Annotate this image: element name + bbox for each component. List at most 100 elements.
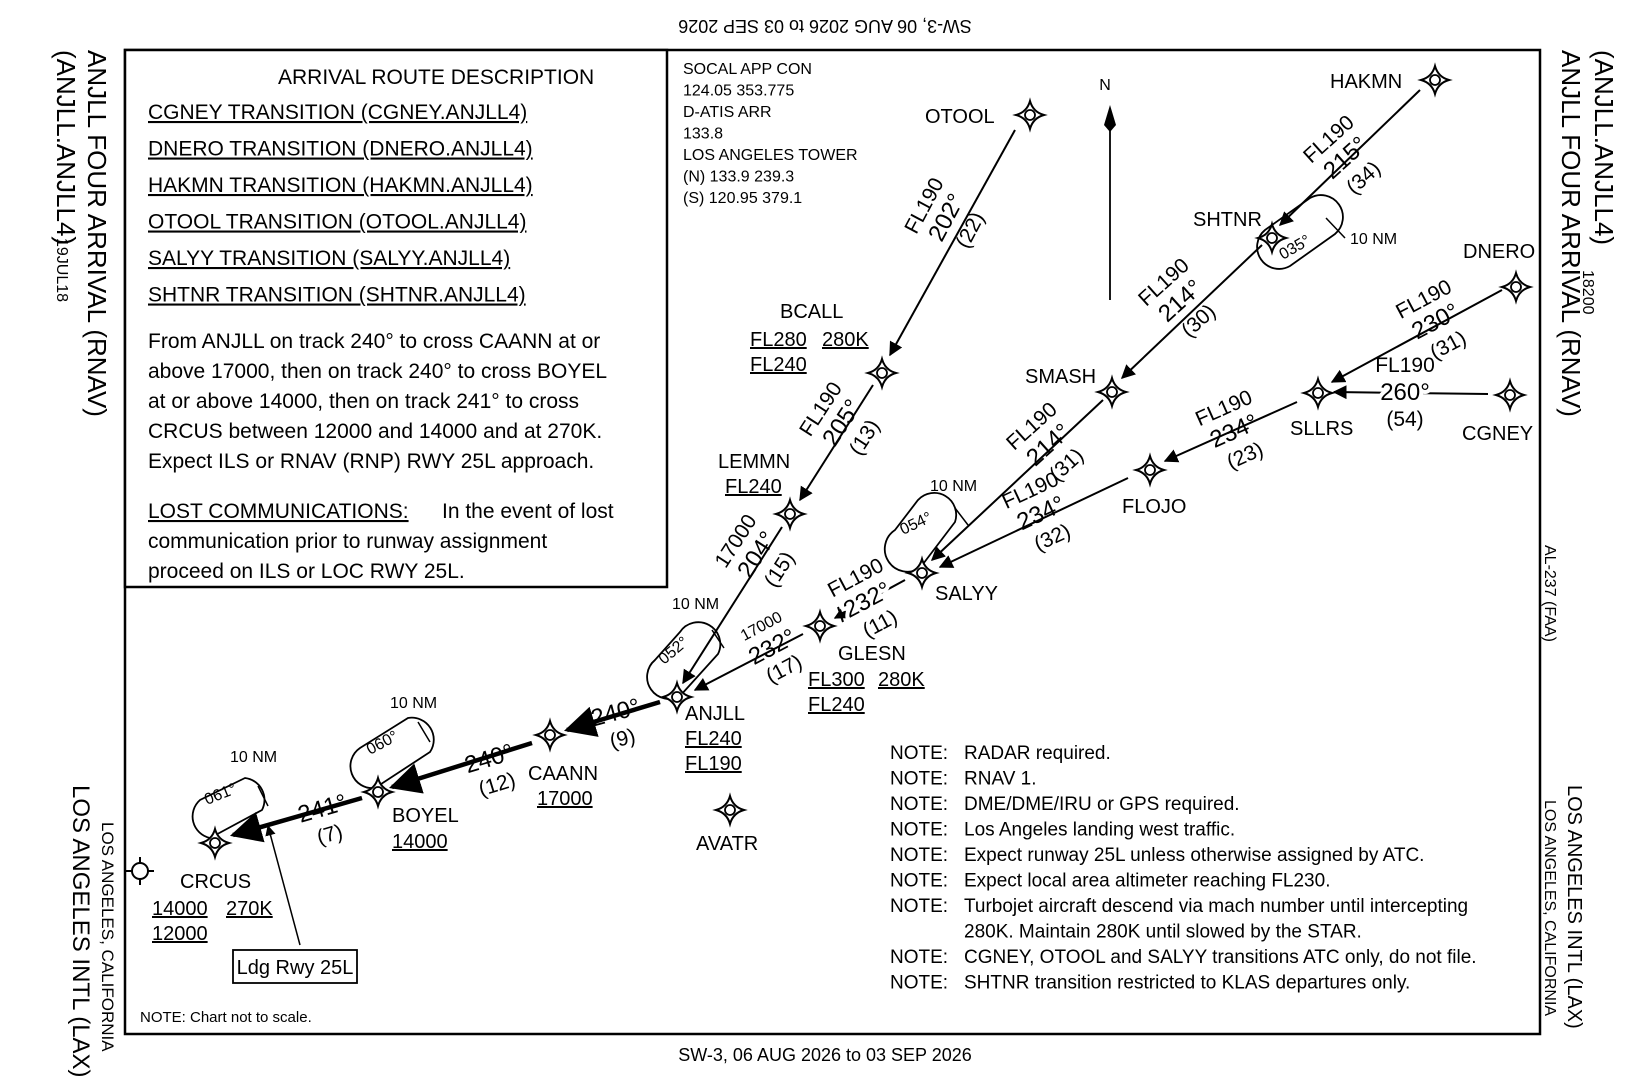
leg-anjll-course: 240° [588,693,643,732]
lost-comm-line: communication prior to runway assignment [148,530,547,553]
left-airport: LOS ANGELES INTL (LAX) [67,785,94,1076]
note-label: NOTE: [890,769,948,790]
left-margin: ANJLL FOUR ARRIVAL (RNAV) (ANJLL.ANJLL4)… [51,50,117,1076]
hold-salyy-length: 10 NM [930,478,977,495]
route-description-line: at or above 14000, then on track 241° to… [148,390,579,413]
note-text: RADAR required. [964,743,1111,764]
hold-crcus-length: 10 NM [230,749,277,766]
frequency-line: (S) 120.95 379.1 [683,190,802,207]
note-text: Expect runway 25L unless otherwise assig… [964,845,1424,866]
glesn-constraint-1: FL300 [808,669,865,691]
crcus-constraint-2: 270K [226,898,273,920]
fix-salyy-label: SALYY [935,583,998,605]
frequency-line: 124.05 353.775 [683,83,794,100]
fix-flojo-symbol [1135,455,1165,485]
edition-bottom: SW-3, 06 AUG 2026 to 03 SEP 2026 [678,1045,972,1065]
boyel-constraint-1: 14000 [392,831,448,853]
leg-boyel-course: 241° [295,789,350,829]
left-title: ANJLL FOUR ARRIVAL (RNAV) [82,50,112,417]
note-text: DME/DME/IRU or GPS required. [964,794,1240,815]
note-label: NOTE: [890,896,948,917]
airport-symbol [126,857,154,885]
right-revision: 18200 [1579,270,1596,315]
notes-block: NOTE: RADAR required. NOTE: RNAV 1. NOTE: DME… [890,743,1477,994]
fix-otool-symbol [1015,100,1045,130]
fix-otool-label: OTOOL [925,106,995,128]
leg-cgney-course: 260° [1380,379,1430,406]
hold-crcus-course: 061° [202,781,239,809]
leg-labels: FL190 215° (34) FL190 202° (22) FL190 21… [295,111,1470,850]
frequency-line: 133.8 [683,126,723,143]
hold-boyel-course: 060° [364,728,401,759]
fix-hakmn-label: HAKMN [1330,71,1402,93]
right-computer-code: (ANJLL.ANJLL4) [1589,50,1619,245]
fix-sllrs-label: SLLRS [1290,418,1353,440]
fix-dnero-label: DNERO [1463,241,1535,263]
fix-sllrs-symbol [1303,378,1333,408]
transition-item: HAKMN TRANSITION (HAKMN.ANJLL4) [148,174,533,197]
fix-cgney-symbol [1495,380,1525,410]
route-description-box: ARRIVAL ROUTE DESCRIPTION CGNEY TRANSITI… [123,48,669,589]
fix-crcus-label: CRCUS [180,871,251,893]
transition-item: SHTNR TRANSITION (SHTNR.ANJLL4) [148,284,526,307]
anjll-constraint-2: FL190 [685,753,742,775]
leg-cgney-course-halo: 260° [1380,379,1430,406]
fix-constraints: FL280 280K FL240 FL240 FL300 280K FL240 … [152,329,925,945]
description-heading: ARRIVAL ROUTE DESCRIPTION [278,66,594,89]
fix-glesn-label: GLESN [838,643,906,665]
caann-constraint-1: 17000 [537,788,593,810]
glesn-constraint-3: FL240 [808,694,865,716]
hold-anjll-course: 052° [656,634,692,668]
fix-boyel-symbol [363,777,393,807]
lost-comm-heading: LOST COMMUNICATIONS: [148,500,409,523]
route-description-line: CRCUS between 12000 and 14000 and at 270… [148,420,602,443]
lemmn-constraint-1: FL240 [725,476,782,498]
route-description-line: From ANJLL on track 240° to cross CAANN … [148,330,600,353]
right-title: ANJLL FOUR ARRIVAL (RNAV) [1556,50,1586,417]
note-label: NOTE: [890,794,948,815]
fix-glesn-symbol [805,611,835,641]
fix-lemmn-label: LEMMN [718,451,790,473]
fix-anjll-label: ANJLL [685,703,745,725]
anjll-constraint-1: FL240 [685,728,742,750]
right-chart-id: AL-237 (FAA) [1541,545,1558,642]
hold-boyel-length: 10 NM [390,695,437,712]
note-label: NOTE: [890,845,948,866]
fix-flojo-label: FLOJO [1122,496,1186,518]
north-label: N [1099,77,1111,94]
edition-top: SW-3, 06 AUG 2026 to 03 SEP 2026 [678,16,972,36]
note-label: NOTE: [890,743,948,764]
fix-bcall-symbol [867,358,897,388]
route-text: From ANJLL on track 240° to cross CAANN … [148,330,607,473]
fix-avatr-symbol [715,795,745,825]
fix-caann-symbol [535,720,565,750]
leg-anjll-distance: (9) [607,724,638,753]
glesn-constraint-2: 280K [878,669,925,691]
fix-symbols [126,65,1531,885]
fix-dnero-symbol [1501,272,1531,302]
frequency-line: LOS ANGELES TOWER [683,147,858,164]
transition-item: DNERO TRANSITION (DNERO.ANJLL4) [148,138,533,161]
transition-item: CGNEY TRANSITION (CGNEY.ANJLL4) [148,101,527,124]
left-city: LOS ANGELES, CALIFORNIA [98,822,117,1052]
fix-cgney-label: CGNEY [1462,423,1533,445]
right-city: LOS ANGELES, CALIFORNIA [1541,800,1558,1016]
fix-caann-label: CAANN [528,763,598,785]
transition-list: CGNEY TRANSITION (CGNEY.ANJLL4) DNERO TRA… [148,101,533,307]
fix-boyel-label: BOYEL [392,805,459,827]
route-description-line: Expect ILS or RNAV (RNP) RWY 25L approac… [148,450,594,473]
left-computer-code: (ANJLL.ANJLL4) [51,50,81,245]
fix-names: HAKMN OTOOL SHTNR DNERO BCALL SMASH SLLR… [180,71,1535,893]
frequency-block: SOCAL APP CON 124.05 353.775 D-ATIS ARR 133… [683,61,858,207]
note-label: NOTE: [890,871,948,892]
note-label: NOTE: [890,947,948,968]
note-text: RNAV 1. [964,769,1037,790]
bcall-constraint-2: 280K [822,329,869,351]
fix-hakmn-symbol [1420,65,1450,95]
frequency-line: D-ATIS ARR [683,104,772,121]
lost-comm-line: proceed on ILS or LOC RWY 25L. [148,560,465,583]
north-arrow: N [1099,77,1116,300]
leg-cgney-alt: FL190 [1375,354,1435,377]
frequency-line: (N) 133.9 239.3 [683,169,794,186]
